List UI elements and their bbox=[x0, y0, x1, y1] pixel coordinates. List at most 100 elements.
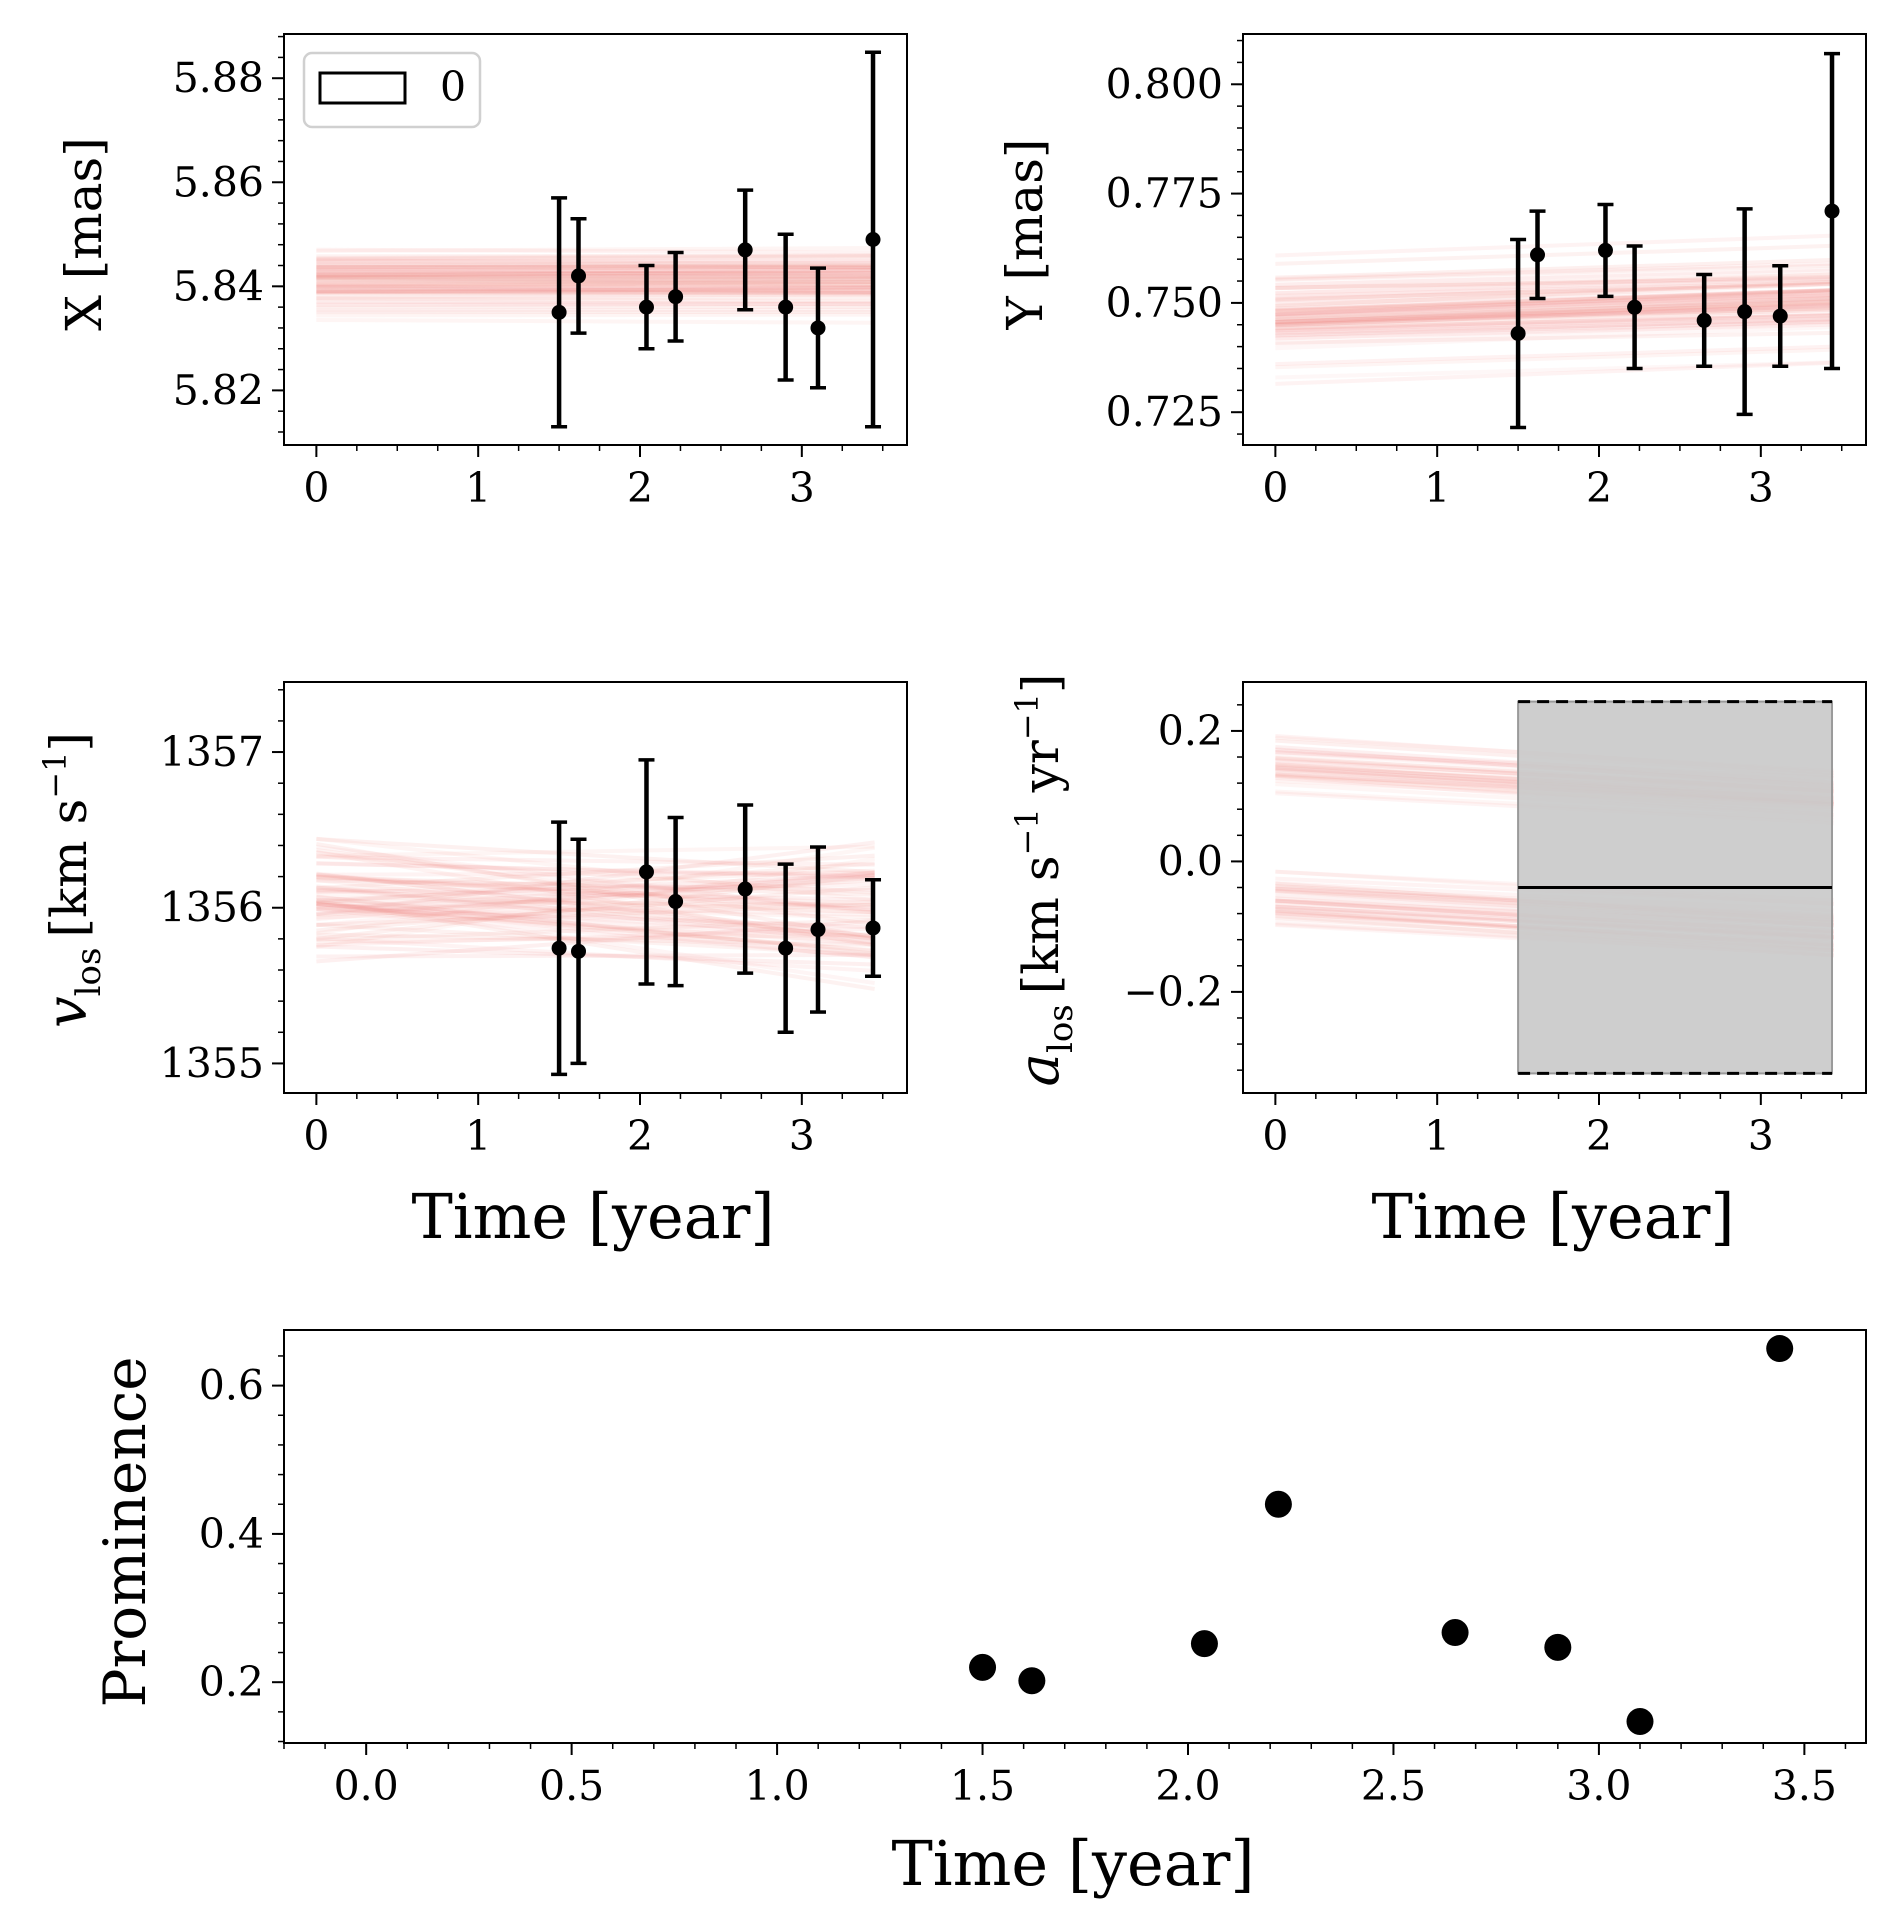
y-model-line bbox=[1275, 276, 1834, 295]
y-model-line bbox=[1275, 272, 1834, 291]
x-model-line bbox=[316, 266, 875, 275]
vlos-model-line bbox=[316, 898, 875, 908]
x-model-line bbox=[316, 274, 875, 280]
y-model-line bbox=[1275, 292, 1834, 313]
x-model-line bbox=[316, 270, 875, 277]
x-model-line bbox=[316, 283, 875, 290]
prominence-data-point bbox=[969, 1653, 997, 1681]
x-model-line bbox=[316, 286, 875, 295]
x-x-tick-label: 3 bbox=[789, 464, 815, 512]
vlos-model-line bbox=[316, 902, 875, 930]
y-model-line bbox=[1275, 299, 1834, 321]
x-model-line bbox=[316, 273, 875, 279]
x-model-line bbox=[316, 312, 875, 318]
x-x-tick-label: 1 bbox=[465, 464, 491, 512]
x-model-line bbox=[316, 287, 875, 293]
vlos-model-line bbox=[316, 952, 875, 959]
vlos-model-line bbox=[316, 901, 875, 917]
y-model-line bbox=[1275, 299, 1834, 325]
vlos-data-point bbox=[638, 864, 654, 880]
y-model-line bbox=[1275, 288, 1834, 312]
vlos-model-line bbox=[316, 906, 875, 945]
y-model-line bbox=[1275, 288, 1834, 306]
x-data-point bbox=[571, 268, 587, 284]
vlos-model-line bbox=[316, 872, 875, 903]
y-model-line bbox=[1275, 288, 1834, 313]
y-data-point bbox=[1530, 247, 1546, 263]
y-y-axis: 0.725 0.750 0.775 0.800 bbox=[1106, 39, 1243, 436]
y-model-line bbox=[1275, 317, 1834, 336]
y-model-line bbox=[1275, 293, 1834, 317]
alos-ylabel-main: a bbox=[1007, 1053, 1072, 1086]
alos-y-axis-label: alos[km s−1 yr−1] bbox=[1007, 674, 1081, 1087]
alos-ylabel-sub: los bbox=[1041, 1004, 1081, 1053]
y-y-axis-label: Y [mas] bbox=[996, 139, 1054, 331]
alos-y-tick-label: 0.0 bbox=[1158, 837, 1223, 885]
vlos-model-line bbox=[316, 845, 875, 915]
vlos-model-line bbox=[316, 845, 875, 936]
vlos-model-line bbox=[316, 861, 875, 878]
x-model-line bbox=[316, 275, 875, 284]
x-data-point bbox=[778, 299, 794, 315]
y-model-line bbox=[1275, 243, 1834, 266]
x-model-line bbox=[316, 269, 875, 277]
y-model-line bbox=[1275, 292, 1834, 314]
y-model-line bbox=[1275, 297, 1834, 322]
vlos-model-line bbox=[316, 875, 875, 897]
x-model-line bbox=[316, 275, 875, 281]
x-model-line bbox=[316, 284, 875, 294]
y-model-line bbox=[1275, 263, 1834, 282]
vlos-data-point bbox=[865, 920, 881, 936]
y-model-line bbox=[1275, 257, 1834, 280]
vlos-x-axis-label: Time [year] bbox=[411, 1180, 774, 1253]
vlos-model-line bbox=[316, 902, 875, 941]
panel-vlos: 0 1 2 3 1355 1356 1357 vlos [km s−1] Time [year… bbox=[35, 681, 908, 1253]
x-data-point bbox=[638, 299, 654, 315]
y-model-line bbox=[1275, 322, 1834, 341]
y-model-line bbox=[1275, 276, 1834, 290]
alos-x-tick-label: 1 bbox=[1424, 1112, 1450, 1160]
vlos-model-line bbox=[316, 873, 875, 910]
x-y-axis: 5.82 5.84 5.86 5.88 bbox=[173, 35, 284, 433]
alos-x-tick-label: 2 bbox=[1586, 1112, 1612, 1160]
vlos-y-tick-label: 1357 bbox=[160, 728, 264, 776]
prominence-data-point bbox=[1766, 1335, 1794, 1363]
vlos-model-line bbox=[316, 854, 875, 895]
x-y-tick-label: 5.82 bbox=[173, 366, 264, 414]
vlos-model-line bbox=[316, 870, 875, 922]
vlos-x-tick-label: 1 bbox=[465, 1112, 491, 1160]
vlos-data-point bbox=[551, 940, 567, 956]
legend-label: 0 bbox=[440, 63, 466, 111]
x-data-point bbox=[737, 242, 753, 258]
alos-x-tick-label: 0 bbox=[1262, 1112, 1288, 1160]
vlos-x-axis: 0 1 2 3 bbox=[303, 1093, 884, 1160]
vlos-model-line bbox=[316, 853, 875, 891]
vlos-y-axis-label: vlos [km s−1] bbox=[35, 732, 109, 1028]
prominence-data-point bbox=[1190, 1630, 1218, 1658]
x-model-line bbox=[316, 289, 875, 295]
vlos-model-line bbox=[316, 936, 875, 973]
vlos-model-line bbox=[316, 899, 875, 920]
x-data-point bbox=[865, 232, 881, 247]
vlos-model-line bbox=[316, 861, 875, 905]
prominence-x-tick-label: 3.5 bbox=[1772, 1762, 1837, 1810]
vlos-model-line bbox=[316, 903, 875, 947]
y-model-line bbox=[1275, 267, 1834, 287]
y-model-line bbox=[1275, 360, 1834, 386]
y-axes-frame bbox=[1242, 33, 1867, 446]
x-model-line bbox=[316, 260, 875, 268]
vlos-model-line bbox=[316, 871, 875, 942]
legend-swatch bbox=[318, 71, 407, 105]
y-model-line bbox=[1275, 360, 1834, 380]
x-y-axis-label: X [mas] bbox=[55, 137, 113, 330]
vlos-model-line bbox=[316, 856, 875, 949]
panel-alos: 0 1 2 3−0.20.00.2 alos[km s−1 yr−1] Time [y… bbox=[1007, 674, 1867, 1253]
vlos-ylabel-sup: −1 bbox=[36, 752, 74, 799]
y-model-line bbox=[1275, 233, 1834, 258]
vlos-data-point bbox=[778, 940, 794, 956]
prominence-y-tick-label: 0.2 bbox=[199, 1658, 264, 1706]
y-data-point bbox=[1696, 312, 1712, 328]
vlos-model-line bbox=[316, 901, 875, 920]
vlos-model-line bbox=[316, 885, 875, 945]
